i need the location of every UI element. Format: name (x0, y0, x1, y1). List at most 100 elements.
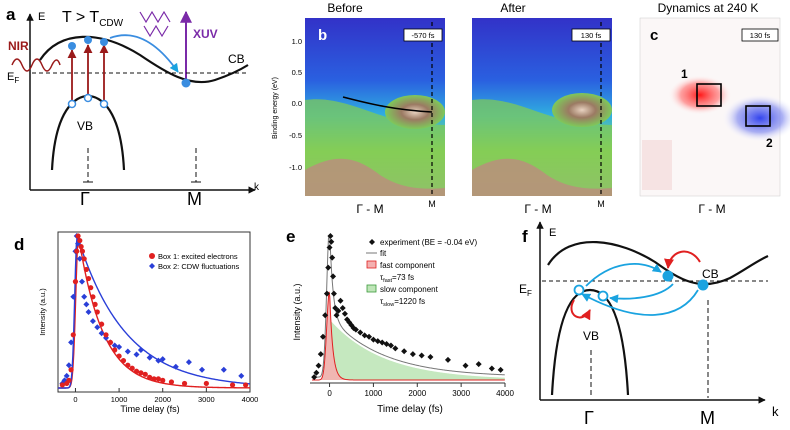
experiment-point (341, 310, 348, 317)
k-axis-label: k (254, 182, 260, 193)
point-box1 (116, 353, 122, 359)
point-box2 (159, 356, 166, 363)
panel-label-e: e (286, 227, 295, 246)
legend-fit: fit (380, 249, 387, 258)
experiment-point (326, 244, 333, 251)
fit-line-box2 (58, 235, 251, 389)
legend-marker-box1 (149, 253, 155, 259)
e-axis-label-f: E (549, 227, 556, 239)
panel-label-c: c (650, 27, 658, 44)
point-box1 (155, 376, 161, 382)
xtick-label-e: 0 (327, 389, 332, 398)
point-box2 (98, 330, 105, 337)
binding-energy-label: Binding energy (eV) (272, 77, 279, 139)
slow-component-fill (312, 319, 505, 380)
legend-marker-slow (366, 284, 377, 293)
experiment-point (330, 273, 337, 280)
scatter-arrow-1 (585, 263, 662, 287)
panel-b: Before After Binding energy (eV) 1.0 0.5… (272, 1, 612, 216)
panel-f: f E k EF CB VB Γ M (519, 221, 779, 428)
point-box2 (89, 318, 96, 325)
component-fills-e (312, 291, 505, 381)
legend-marker-fast (366, 260, 377, 269)
point-box1 (138, 370, 144, 376)
xlabel-before: Γ - M (356, 202, 383, 216)
after-title: After (500, 1, 525, 15)
m-point-label: M (187, 189, 202, 209)
point-box1 (107, 339, 113, 345)
point-box1 (68, 367, 74, 373)
experiment-point (311, 374, 318, 381)
point-box1 (112, 347, 118, 353)
point-box1 (125, 362, 131, 368)
panel-label-d: d (14, 235, 24, 254)
experiment-point (357, 329, 364, 336)
point-box1 (70, 332, 76, 338)
experiment-point (401, 348, 408, 355)
point-box2 (133, 351, 140, 358)
box-2-label: 2 (766, 136, 773, 150)
time-dynamics: 130 fs (750, 31, 771, 40)
point-box1 (229, 382, 236, 388)
point-box2 (116, 343, 123, 350)
hole-vb-right (597, 290, 609, 302)
excited-electron (68, 42, 76, 50)
arpes-before-image: b -570 fs (305, 18, 445, 196)
legend-slow: slow component (380, 285, 439, 294)
nir-wave (11, 58, 61, 72)
xtick-label-d: 0 (73, 395, 77, 404)
experiment-point (427, 353, 434, 360)
valence-band-f (550, 288, 630, 396)
point-box2 (83, 301, 90, 308)
difference-map-image (639, 17, 790, 197)
electron-at-m (181, 78, 191, 88)
point-box1 (99, 321, 105, 327)
point-box1 (66, 377, 72, 383)
point-box2 (124, 348, 131, 355)
xtick-label-e: 3000 (452, 389, 470, 398)
fit-curve (312, 235, 505, 378)
hole (67, 99, 77, 109)
experiment-point (325, 264, 332, 271)
box-2 (745, 105, 771, 127)
experiment-point (488, 365, 495, 372)
point-box1 (147, 374, 153, 380)
experiment-point (315, 362, 322, 369)
electron-m (697, 279, 709, 291)
time-before: -570 fs (412, 31, 435, 40)
xticks-d: 0 1000 2000 3000 4000 (73, 388, 258, 404)
experiment-point (328, 238, 335, 245)
vb-label-f: VB (583, 329, 599, 343)
legend-experiment: experiment (BE = -0.04 eV) (380, 238, 477, 247)
xuv-wave (139, 10, 171, 24)
cdw-arrow-cb (664, 250, 701, 269)
legend-box2: Box 2: CDW fluctuations (158, 262, 240, 271)
gamma-point-label-f: Γ (584, 408, 594, 428)
ylabel-d: Intensity (a.u.) (38, 288, 47, 336)
point-box2 (70, 293, 77, 300)
cdw-arrow-vb (570, 299, 591, 321)
ef-label-f: EF (519, 282, 532, 298)
cb-label-f: CB (702, 267, 719, 281)
experiment-point (313, 369, 320, 376)
m-label-after: M (597, 199, 605, 209)
k-axis-label-f: k (772, 404, 779, 419)
experiment-point (322, 312, 329, 319)
point-box1 (85, 275, 92, 282)
e-axis-label: E (38, 11, 45, 23)
point-box1 (90, 294, 96, 300)
time-after: 130 fs (581, 31, 602, 40)
cb-label: CB (228, 52, 245, 66)
panel-a: a E k T > TCDW XUV NIR EF CB VB (6, 5, 260, 209)
experiment-point (409, 351, 416, 358)
point-box1 (120, 358, 127, 364)
experiment-point (475, 361, 482, 368)
ef-label: EF (7, 71, 19, 85)
point-box1 (142, 371, 148, 377)
hole (83, 93, 93, 103)
panel-e: e Intensity (a.u.) Time delay (fs) 0 1000… (286, 227, 514, 415)
xlabel-dynamics: Γ - M (698, 202, 725, 216)
point-box1 (133, 368, 140, 374)
relaxation-arrow (109, 34, 179, 73)
xtick-label-d: 2000 (154, 395, 171, 404)
